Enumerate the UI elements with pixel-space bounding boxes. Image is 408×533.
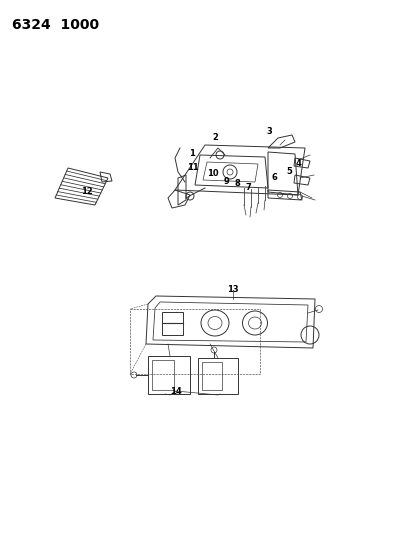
- Text: 3: 3: [266, 126, 272, 135]
- Text: 6: 6: [271, 174, 277, 182]
- Text: 13: 13: [227, 286, 239, 295]
- Text: 4: 4: [295, 158, 301, 167]
- Text: 7: 7: [245, 183, 251, 192]
- Text: 5: 5: [286, 167, 292, 176]
- Text: 14: 14: [170, 386, 182, 395]
- Text: 11: 11: [187, 163, 199, 172]
- Text: 2: 2: [212, 133, 218, 141]
- Text: 8: 8: [234, 180, 240, 189]
- Text: 12: 12: [81, 188, 93, 197]
- Text: 10: 10: [207, 169, 219, 179]
- Text: 9: 9: [223, 176, 229, 185]
- Text: 6324  1000: 6324 1000: [12, 18, 99, 32]
- Text: 1: 1: [189, 149, 195, 158]
- Bar: [130, 309, 260, 374]
